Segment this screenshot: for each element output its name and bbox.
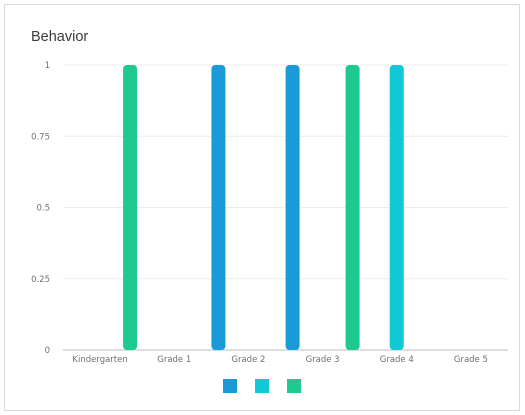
legend-swatch[interactable] — [287, 379, 301, 393]
y-tick-label: 0.25 — [31, 275, 50, 285]
bar[interactable] — [123, 65, 138, 350]
grid-lines — [63, 64, 508, 351]
legend-swatch[interactable] — [255, 379, 269, 393]
legend[interactable] — [223, 379, 301, 393]
x-tick-label: Kindergarten — [72, 355, 127, 365]
x-tick-label: Grade 4 — [380, 355, 414, 365]
legend-swatch[interactable] — [223, 379, 237, 393]
bar[interactable] — [389, 65, 404, 350]
y-tick-label: 1 — [45, 61, 50, 71]
bar[interactable] — [211, 65, 226, 350]
x-tick-label: Grade 3 — [306, 355, 340, 365]
bar[interactable] — [345, 65, 360, 350]
bar[interactable] — [285, 65, 300, 350]
x-axis-ticks: Kindergarten Grade 1 Grade 2 Grade 3 Grade 4… — [72, 355, 488, 365]
y-tick-label: 0.5 — [36, 204, 50, 214]
x-tick-label: Grade 1 — [157, 355, 191, 365]
y-axis-ticks: 0 0.25 0.5 0.75 1 — [31, 61, 50, 356]
chart-title: Behavior — [31, 29, 89, 45]
y-tick-label: 0.75 — [31, 132, 50, 142]
y-tick-label: 0 — [45, 346, 50, 356]
x-tick-label: Grade 2 — [231, 355, 265, 365]
bars — [123, 65, 404, 350]
x-tick-label: Grade 5 — [454, 355, 488, 365]
